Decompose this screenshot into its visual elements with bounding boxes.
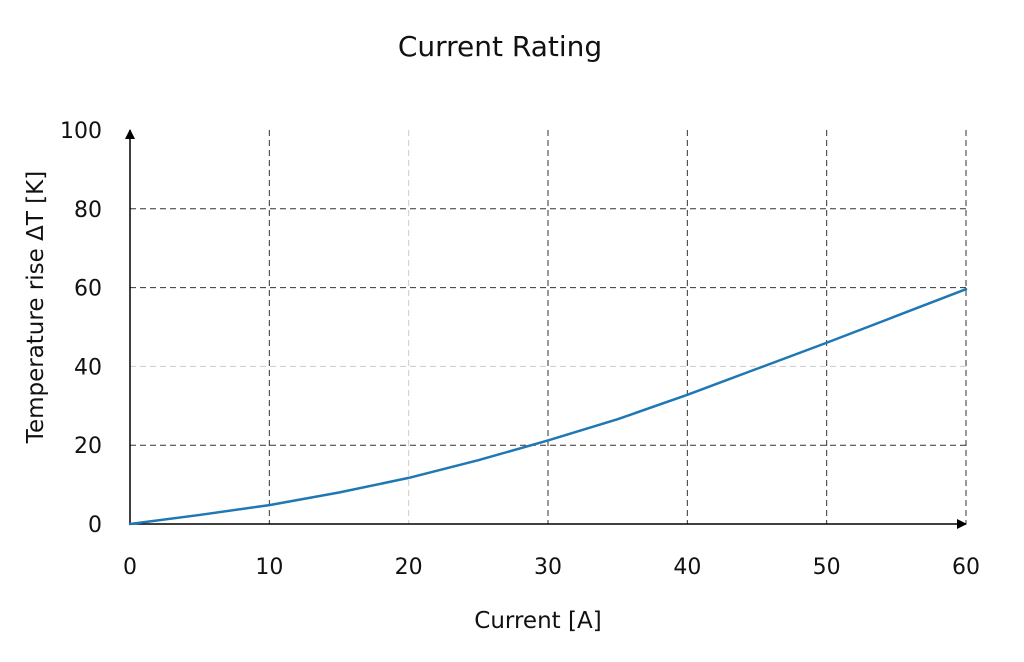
x-axis-label: Current [A] bbox=[474, 608, 601, 634]
x-tick-label: 10 bbox=[255, 555, 283, 580]
y-axis-label: Temperature rise ΔT [K] bbox=[23, 171, 49, 444]
x-tick-label: 20 bbox=[395, 555, 423, 580]
x-tick-label: 50 bbox=[813, 555, 841, 580]
y-tick-label: 100 bbox=[60, 119, 102, 144]
chart-title: Current Rating bbox=[397, 30, 603, 63]
x-tick-label: 0 bbox=[123, 555, 137, 580]
series-line bbox=[128, 287, 968, 526]
y-tick-label: 60 bbox=[74, 277, 102, 302]
y-tick-label: 40 bbox=[74, 355, 102, 380]
tick-labels: 0 10 20 30 40 50 60 0 20 40 60 80 100 bbox=[60, 119, 980, 580]
series-layer bbox=[128, 287, 968, 526]
axes bbox=[125, 129, 967, 529]
y-tick-label: 0 bbox=[88, 513, 102, 538]
x-tick-label: 60 bbox=[952, 555, 980, 580]
grid-lines bbox=[130, 130, 967, 524]
y-tick-label: 20 bbox=[74, 434, 102, 459]
x-tick-label: 30 bbox=[534, 555, 562, 580]
y-tick-label: 80 bbox=[74, 198, 102, 223]
x-tick-label: 40 bbox=[673, 555, 701, 580]
